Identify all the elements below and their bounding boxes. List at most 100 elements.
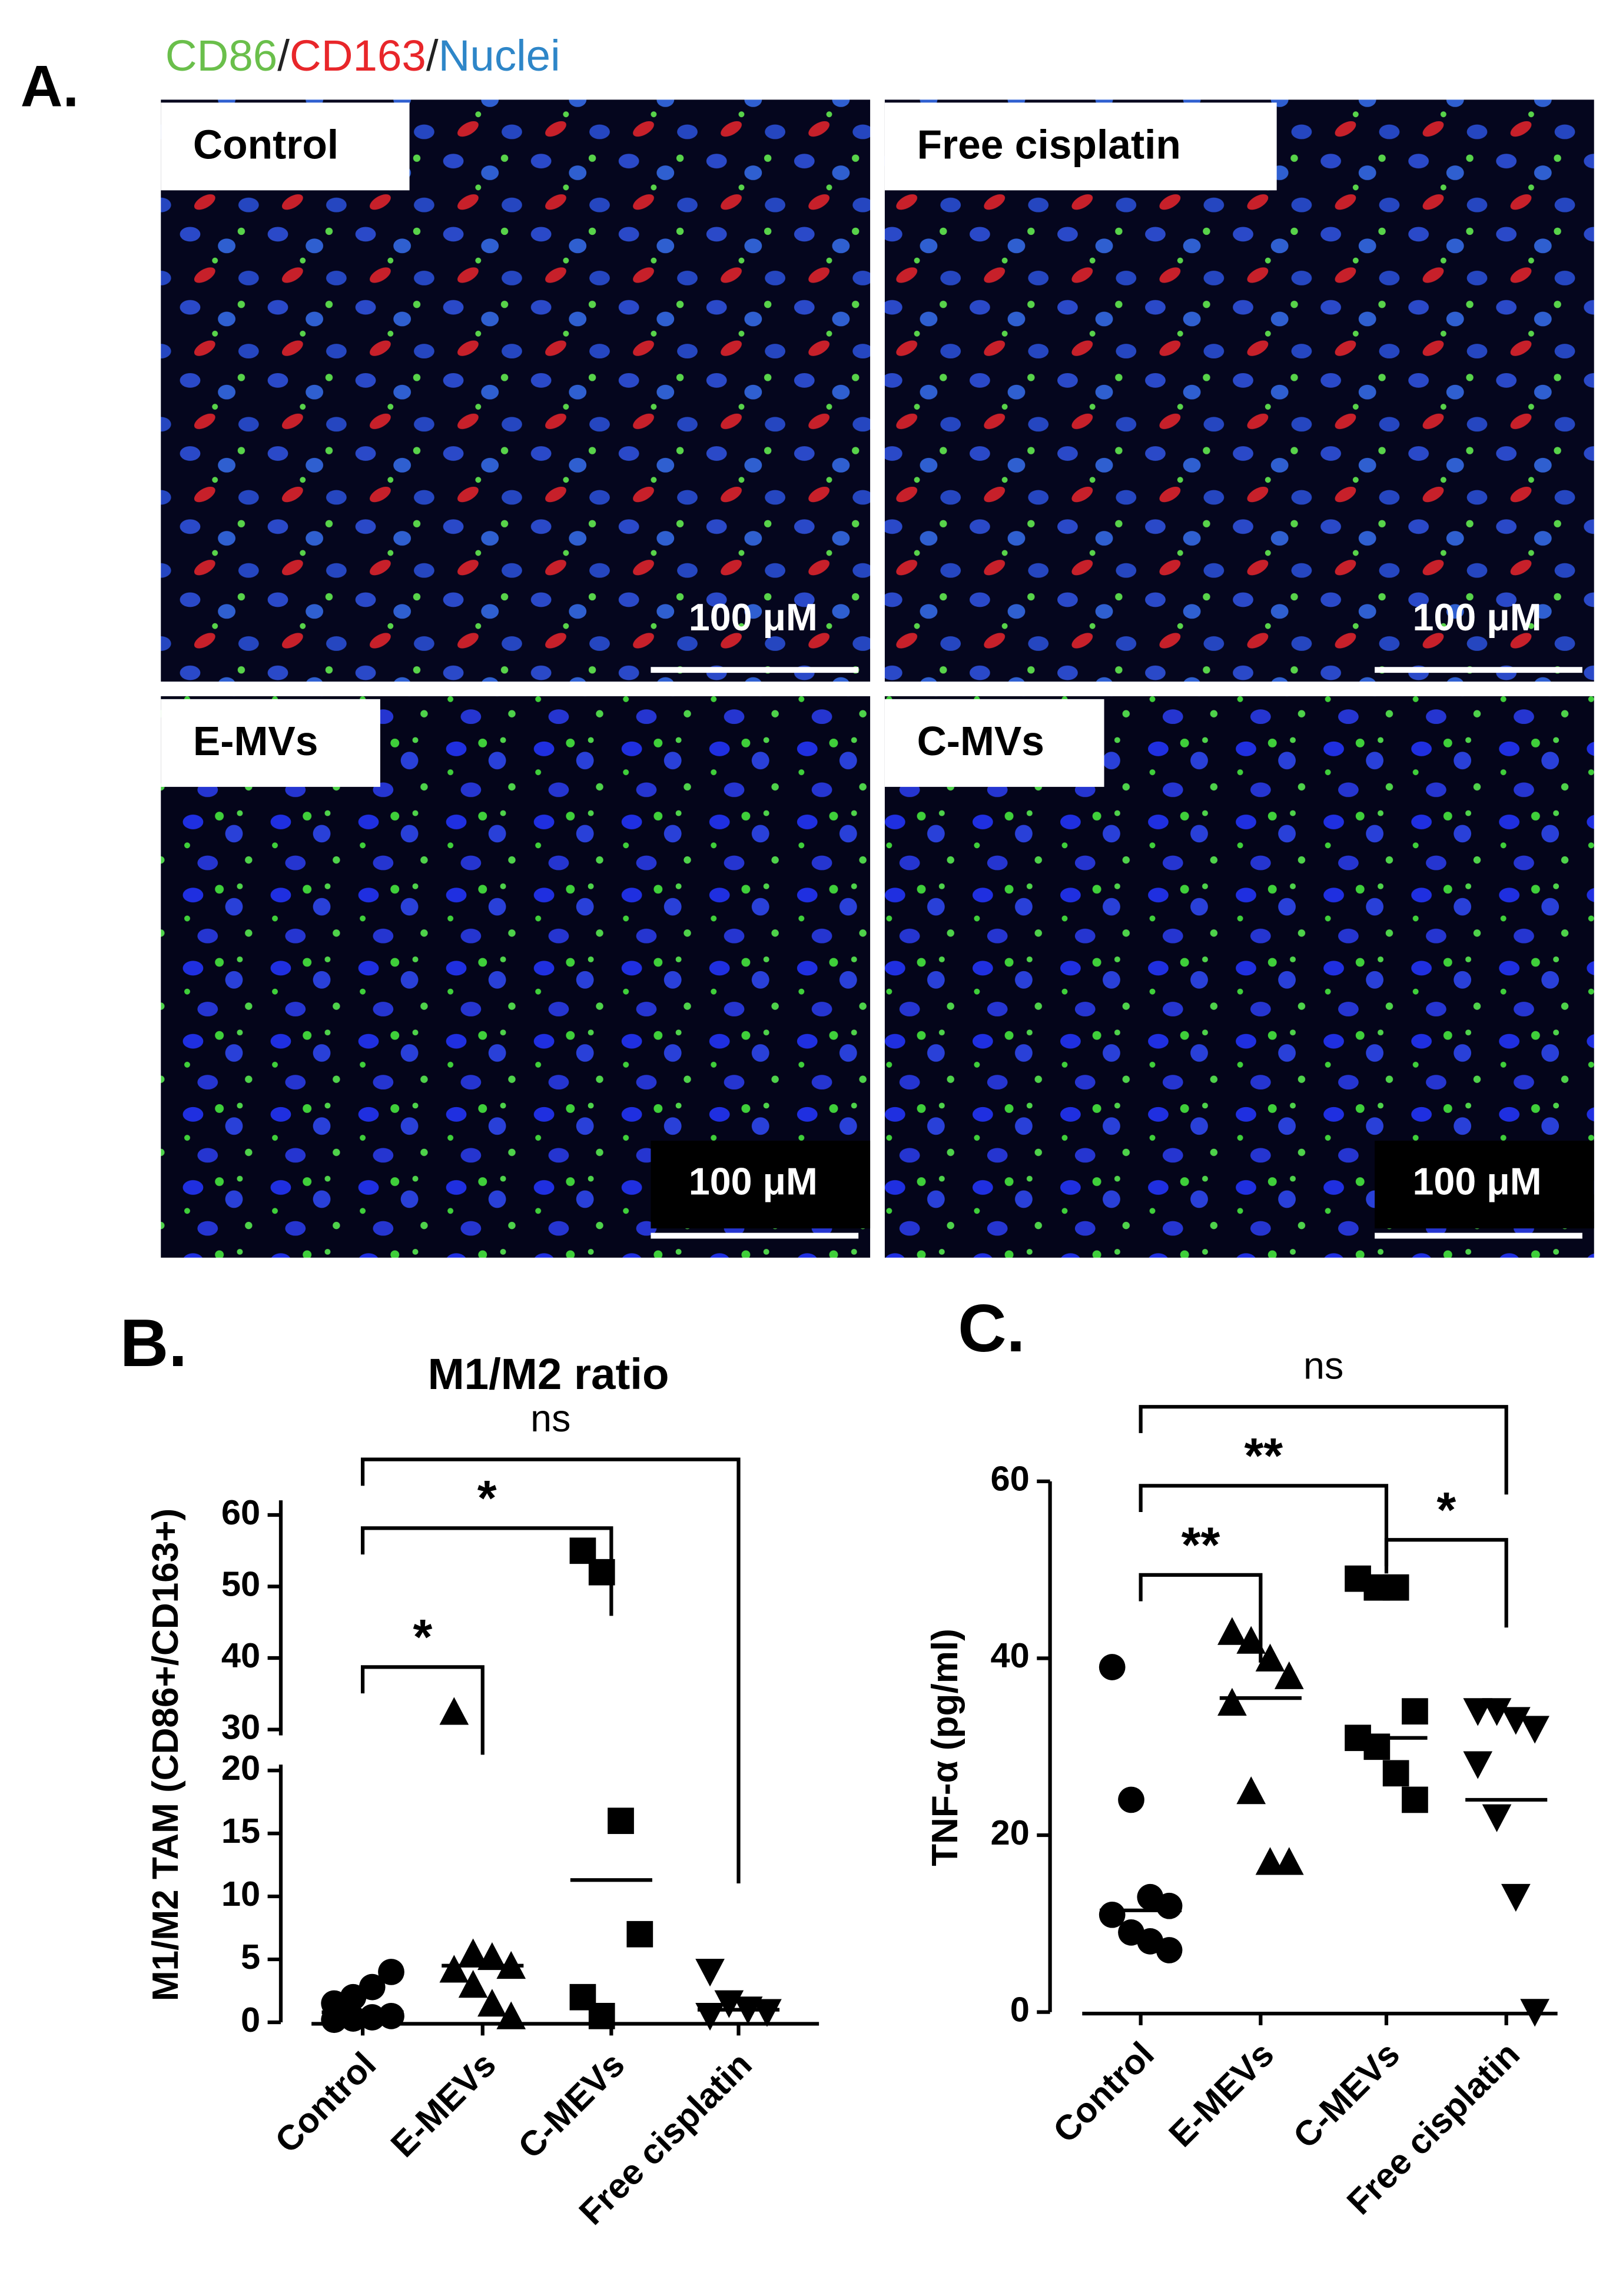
data-point	[1501, 1707, 1531, 1735]
significance-bracket	[1384, 1538, 1508, 1628]
data-point	[1402, 1786, 1428, 1813]
significance-bracket	[1139, 1405, 1508, 1495]
y-axis-label: M1/M2 TAM (CD86+/CD163+)	[145, 1508, 186, 2001]
micrographs: Control 100 μM Free cisplatin 100 μM E-MVs 10…	[161, 99, 1594, 1258]
y-axis-label: TNF-α (pg/ml)	[925, 1629, 965, 1866]
significance-bracket	[360, 1526, 613, 1616]
scale-label: 100 μM	[1413, 1161, 1542, 1203]
data-point	[477, 1989, 507, 2017]
y-tick-label: 0	[1010, 1989, 1030, 2029]
stain-part: /	[426, 31, 439, 79]
data-point	[1217, 1617, 1247, 1645]
data-point	[1236, 1626, 1266, 1654]
data-point	[1156, 1937, 1183, 1963]
data-point	[695, 1959, 725, 1987]
y-tick-label: 15	[221, 1811, 260, 1850]
data-point	[477, 1942, 507, 1971]
data-point	[1274, 1661, 1304, 1689]
y-tick-label: 40	[221, 1636, 260, 1675]
stain-part: /	[277, 31, 290, 79]
image-label: Control	[193, 122, 339, 168]
y-tick-label: 5	[241, 1937, 260, 1976]
data-point	[1402, 1698, 1428, 1725]
stain-part: CD163	[290, 31, 426, 79]
stain-part: CD86	[165, 31, 278, 79]
scale-label: 100 μM	[689, 596, 818, 639]
chart: C. TNF-α (pg/ml) 0 20 40 60 Control E-MEVs C-MEV…	[925, 1291, 1558, 2222]
significance-label: **	[1182, 1517, 1220, 1572]
data-point	[1482, 1804, 1512, 1832]
data-point	[1217, 1687, 1247, 1716]
x-tick-label: Control	[1046, 2034, 1162, 2150]
x-tick-label: E-MEVs	[1161, 2034, 1281, 2154]
significance-bracket	[360, 1457, 741, 1884]
micrograph	[161, 99, 871, 682]
significance-bracket	[360, 1665, 485, 1755]
data-point	[1255, 1643, 1285, 1672]
data-point	[1520, 1716, 1549, 1744]
scale-label: 100 μM	[689, 1161, 818, 1203]
data-point	[588, 2002, 615, 2029]
panel-label: A.	[21, 54, 79, 119]
y-tick-label: 0	[241, 2000, 260, 2039]
significance-label: ns	[530, 1397, 570, 1440]
data-point	[439, 1697, 469, 1725]
scale-label: 100 μM	[1413, 596, 1542, 639]
data-point	[695, 2002, 725, 2031]
significance-label: **	[1244, 1428, 1283, 1483]
data-point	[458, 1938, 488, 1966]
scale-box	[1375, 1141, 1594, 1229]
chart: B. M1/M2 ratio M1/M2 TAM (CD86+/CD163+) 0 5 1…	[120, 1306, 819, 2232]
significance-label: *	[1436, 1482, 1456, 1537]
data-point	[359, 1973, 386, 2001]
data-point	[1501, 1883, 1531, 1912]
data-point	[458, 1969, 488, 1998]
data-point	[1274, 1847, 1304, 1875]
label-box	[884, 699, 1104, 787]
significance-label: *	[477, 1470, 497, 1526]
data-point	[1482, 1698, 1512, 1726]
data-point	[1255, 1847, 1285, 1875]
y-tick-label: 10	[221, 1874, 260, 1913]
label-box	[161, 102, 410, 191]
y-tick-label: 50	[221, 1564, 260, 1603]
data-point	[1099, 1901, 1126, 1928]
data-point	[1236, 1776, 1266, 1805]
significance-bracket	[1139, 1484, 1389, 1574]
data-point	[1118, 1786, 1144, 1813]
data-point	[1382, 1574, 1409, 1601]
data-point	[1463, 1698, 1493, 1726]
scale-box	[651, 1141, 871, 1229]
label-box	[884, 102, 1277, 191]
data-point	[1520, 1999, 1549, 2027]
data-point	[378, 1959, 404, 1985]
data-point	[1463, 1751, 1493, 1779]
data-point	[1382, 1760, 1409, 1787]
y-tick-label: 60	[991, 1459, 1030, 1498]
y-tick-label: 20	[221, 1748, 260, 1787]
panel-label: B.	[120, 1306, 187, 1381]
data-point	[378, 2002, 404, 2029]
label-box	[161, 699, 380, 787]
data-point	[752, 1999, 782, 2027]
x-tick-label: C-MEVs	[1286, 2034, 1408, 2156]
y-tick-label: 40	[991, 1636, 1030, 1675]
y-tick-label: 20	[991, 1813, 1030, 1852]
chart-title: M1/M2 ratio	[428, 1350, 669, 1398]
y-tick-label: 30	[221, 1707, 260, 1746]
data-point	[1156, 1892, 1183, 1919]
significance-label: ns	[1303, 1345, 1343, 1387]
data-point	[608, 1807, 634, 1835]
image-label: Free cisplatin	[917, 122, 1181, 168]
stain-legend: CD86/CD163/Nuclei	[165, 31, 560, 79]
image-label: E-MVs	[193, 718, 318, 764]
data-point	[626, 1920, 653, 1948]
stain-part: Nuclei	[439, 31, 560, 79]
image-label: C-MVs	[917, 718, 1044, 764]
significance-label: *	[413, 1609, 432, 1664]
y-tick-label: 60	[221, 1493, 260, 1532]
data-point	[1099, 1654, 1126, 1680]
significance-bracket	[1139, 1573, 1263, 1663]
